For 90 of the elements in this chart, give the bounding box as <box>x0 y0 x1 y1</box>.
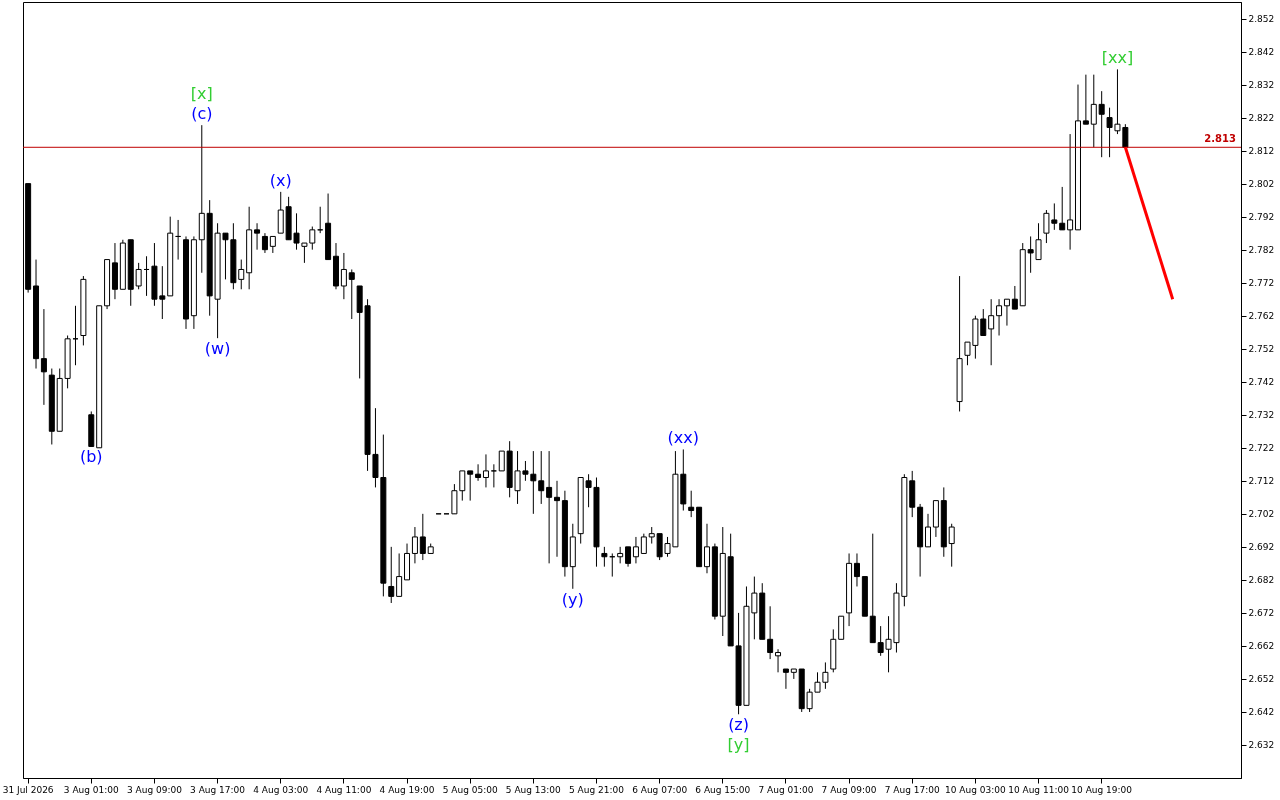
candlestick <box>640 533 647 554</box>
ref-line-label: 2.813 <box>1204 133 1236 145</box>
y-tick-label: 2.642 <box>1248 707 1275 718</box>
x-tick-label: 3 Aug 17:00 <box>190 784 246 795</box>
candlestick <box>475 463 482 482</box>
candlestick <box>546 450 553 564</box>
y-tick-label: 2.822 <box>1248 113 1275 124</box>
candlestick <box>340 252 347 300</box>
y-tick-label: 2.722 <box>1248 443 1275 454</box>
y-tick-label: 2.772 <box>1248 278 1275 289</box>
candlestick <box>1011 285 1018 310</box>
candlestick <box>1067 133 1074 251</box>
candlestick <box>703 523 710 574</box>
candlestick <box>625 546 632 568</box>
candlestick <box>554 480 561 558</box>
annotation: (y) <box>561 589 584 609</box>
y-tick-label: 2.702 <box>1248 509 1275 520</box>
y-tick-label: 2.752 <box>1248 344 1275 355</box>
y-tick-label: 2.832 <box>1248 80 1275 91</box>
y-tick-label: 2.762 <box>1248 311 1275 322</box>
y-tick-label: 2.682 <box>1248 575 1275 586</box>
y-tick-label: 2.852 <box>1248 14 1275 25</box>
candlestick <box>632 536 639 564</box>
x-tick-label: 31 Jul 2026 <box>2 784 54 795</box>
candlestick <box>767 605 774 660</box>
annotation: (c) <box>191 104 213 124</box>
candlestick <box>775 648 782 673</box>
candlestick <box>40 308 47 406</box>
annotation: (xx) <box>667 428 700 448</box>
x-tick-label: 3 Aug 01:00 <box>63 784 120 795</box>
annotation: (z) <box>728 715 750 735</box>
x-tick-label: 5 Aug 05:00 <box>442 784 498 795</box>
x-tick-label: 10 Aug 19:00 <box>1071 784 1133 795</box>
y-tick-label: 2.732 <box>1248 410 1275 421</box>
y-tick-label: 2.742 <box>1248 377 1275 388</box>
candlestick <box>1003 298 1010 327</box>
candlestick <box>538 450 545 505</box>
candlestick <box>1059 186 1066 231</box>
candlestick <box>1082 74 1089 125</box>
annotation: (x) <box>269 170 292 190</box>
y-tick-label: 2.652 <box>1248 674 1275 685</box>
y-tick-label: 2.662 <box>1248 641 1275 652</box>
x-tick-label: 4 Aug 11:00 <box>316 784 372 795</box>
x-tick-label: 5 Aug 21:00 <box>568 784 625 795</box>
y-tick-label: 2.632 <box>1248 740 1275 751</box>
x-tick-label: 7 Aug 17:00 <box>884 784 940 795</box>
annotation: [y] <box>727 735 750 755</box>
candlestick <box>419 513 426 561</box>
candlestick <box>482 453 489 488</box>
annotation: [xx] <box>1101 48 1134 68</box>
candlestick <box>601 546 608 568</box>
x-tick-label: 3 Aug 09:00 <box>126 784 183 795</box>
x-tick-label: 7 Aug 09:00 <box>821 784 877 795</box>
candlestick <box>348 268 355 320</box>
candlestick <box>996 298 1003 337</box>
candlestick <box>1090 74 1097 148</box>
candlestick <box>782 668 789 690</box>
annotation: (b) <box>79 447 103 467</box>
candlestick <box>411 526 418 564</box>
candlestick <box>490 463 497 488</box>
x-tick-label: 10 Aug 11:00 <box>1008 784 1070 795</box>
candlestick <box>254 222 261 251</box>
x-tick-label: 4 Aug 03:00 <box>253 784 309 795</box>
candlestick <box>838 615 845 640</box>
y-tick-label: 2.712 <box>1248 476 1275 487</box>
x-tick-label: 10 Aug 03:00 <box>945 784 1006 795</box>
y-tick-label: 2.812 <box>1248 146 1275 157</box>
x-tick-label: 6 Aug 07:00 <box>632 784 688 795</box>
candlestick <box>925 513 932 548</box>
candlestick <box>261 232 268 254</box>
y-tick-label: 2.672 <box>1248 608 1275 619</box>
x-tick-label: 6 Aug 15:00 <box>695 784 751 795</box>
x-tick-label: 4 Aug 19:00 <box>379 784 435 795</box>
y-tick-label: 2.692 <box>1248 542 1275 553</box>
candlestick <box>688 490 695 518</box>
candlestick <box>388 546 395 604</box>
candlestick <box>853 552 860 587</box>
y-tick-label: 2.802 <box>1248 179 1275 190</box>
x-tick-label: 7 Aug 01:00 <box>758 784 814 795</box>
x-tick-label: 5 Aug 13:00 <box>505 784 562 795</box>
annotation: (w) <box>204 339 231 359</box>
y-tick-label: 2.782 <box>1248 245 1275 256</box>
y-tick-label: 2.842 <box>1248 47 1275 58</box>
candlestick <box>467 470 474 502</box>
y-tick-label: 2.792 <box>1248 212 1275 223</box>
candlestick <box>1098 90 1105 158</box>
candlestick <box>988 298 995 366</box>
annotation: [x] <box>190 84 213 104</box>
candlestick <box>396 552 403 597</box>
candlestick <box>948 523 955 568</box>
